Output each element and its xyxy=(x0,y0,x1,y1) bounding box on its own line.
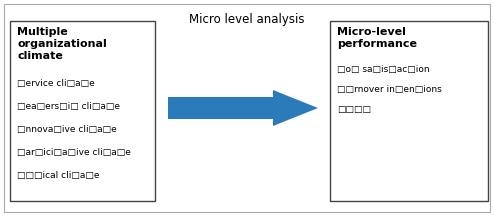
Polygon shape xyxy=(273,90,318,126)
Text: □ervice cli□a□e: □ervice cli□a□e xyxy=(17,79,95,88)
Text: Micro-level
performance: Micro-level performance xyxy=(337,27,417,49)
Text: □ar□ici□a□ive cli□a□e: □ar□ici□a□ive cli□a□e xyxy=(17,148,131,157)
Text: □□□ical cli□a□e: □□□ical cli□a□e xyxy=(17,171,99,180)
Polygon shape xyxy=(168,97,273,119)
Text: Multiple
organizational
climate: Multiple organizational climate xyxy=(17,27,107,61)
Text: □o□ sa□is□ac□ion: □o□ sa□is□ac□ion xyxy=(337,65,430,74)
Text: □nnova□ive cli□a□e: □nnova□ive cli□a□e xyxy=(17,125,117,134)
FancyBboxPatch shape xyxy=(4,4,490,212)
Text: □□□□: □□□□ xyxy=(337,105,371,114)
Text: Micro level analysis: Micro level analysis xyxy=(189,13,305,26)
FancyBboxPatch shape xyxy=(10,21,155,201)
Text: □□rnover in□en□ions: □□rnover in□en□ions xyxy=(337,85,442,94)
FancyBboxPatch shape xyxy=(330,21,488,201)
Text: □ea□ers□i□ cli□a□e: □ea□ers□i□ cli□a□e xyxy=(17,102,120,111)
